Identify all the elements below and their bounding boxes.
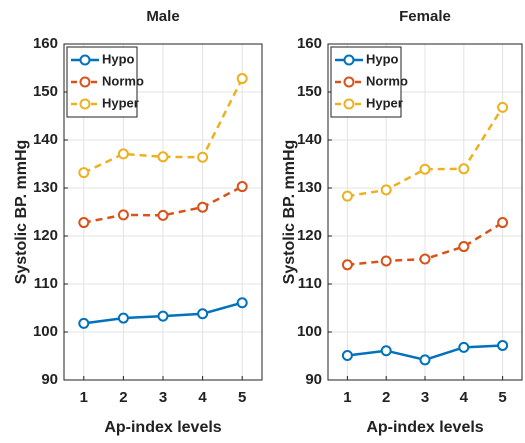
y-tick-label: 140 [33,131,58,148]
axes-box [63,43,263,381]
y-tick-label: 110 [34,275,58,292]
legend-label: Normo [366,73,408,88]
legend-box [66,46,138,118]
marker [380,255,392,267]
marker [197,201,209,213]
y-axis-label: Systolic BP. mmHg [281,140,298,285]
marker [497,217,509,229]
marker [236,73,248,85]
marker [78,217,90,229]
legend-label: Hyper [102,95,139,110]
marker [117,312,129,324]
y-tick-label: 110 [298,275,322,292]
marker [157,310,169,322]
legend-marker [79,76,91,88]
legend-marker [343,98,355,110]
legend-marker [79,54,91,66]
legend-box [330,46,402,118]
x-tick-label: 5 [498,389,506,406]
marker [497,339,509,351]
x-tick-label: 2 [119,389,127,406]
marker [419,253,431,265]
marker [117,148,129,160]
marker [157,209,169,221]
legend-label: Normo [102,73,144,88]
marker [78,317,90,329]
y-tick-label: 90 [305,371,322,388]
marker [117,209,129,221]
legend-label: Hyper [366,95,403,110]
axes-box [327,43,523,381]
x-tick-label: 3 [421,389,429,406]
line [347,106,504,198]
marker [497,101,509,113]
chart-title: Female [399,8,451,25]
legend-marker [343,54,355,66]
legend-marker [79,98,91,110]
line [83,77,244,174]
x-axis-label: Ap-index levels [366,419,483,436]
y-tick-label: 140 [297,131,322,148]
legend: Hypo Normo Hyper [330,46,408,118]
x-tick-label: 4 [460,389,469,406]
marker [341,350,353,362]
marker [380,184,392,196]
marker [380,345,392,357]
y-tick-label: 130 [297,179,322,196]
chart-title: Male [146,8,179,25]
x-tick-label: 1 [343,389,351,406]
y-tick-label: 150 [297,83,322,100]
marker [419,354,431,366]
y-tick-label: 100 [297,323,322,340]
marker [341,259,353,271]
legend-label: Hypo [102,51,135,66]
y-tick-label: 120 [33,227,58,244]
y-tick-label: 90 [41,371,58,388]
marker [458,241,470,253]
x-axis-label: Ap-index levels [104,419,221,436]
legend: Hypo Normo Hyper [66,46,144,118]
marker [197,308,209,320]
legend-label: Hypo [366,51,399,66]
x-tick-label: 2 [382,389,390,406]
marker [236,297,248,309]
y-tick-label: 160 [33,35,58,52]
panel: 90 100 110 120 130 140 150 160 1 2 3 4 5 Female Ap-ind… [281,8,523,436]
marker [157,151,169,163]
marker [419,163,431,175]
marker [458,163,470,175]
marker [458,341,470,353]
x-tick-label: 3 [159,389,167,406]
y-tick-label: 120 [297,227,322,244]
line [83,185,243,224]
marker [236,181,248,193]
y-tick-label: 100 [33,323,58,340]
y-tick-label: 130 [33,179,58,196]
x-tick-label: 1 [80,389,88,406]
marker [78,167,90,179]
marker [197,151,209,163]
legend-marker [343,76,355,88]
panel: 90 100 110 120 130 140 150 160 1 2 3 4 5 Male Ap-index… [13,8,263,436]
marker [341,190,353,202]
y-axis-label: Systolic BP. mmHg [13,140,30,285]
x-tick-label: 4 [198,389,207,406]
y-tick-label: 150 [33,83,58,100]
y-tick-label: 160 [297,35,322,52]
x-tick-label: 5 [238,389,246,406]
